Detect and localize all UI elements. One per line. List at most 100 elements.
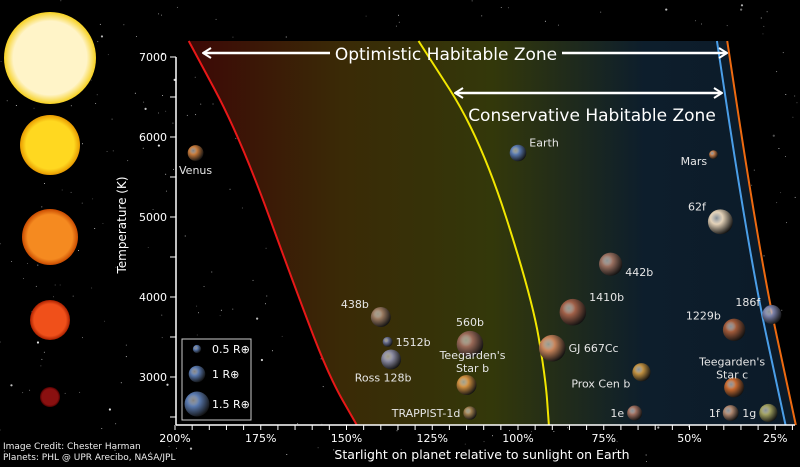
- background-star: [165, 173, 167, 175]
- background-star: [557, 24, 559, 26]
- planet-icon: [509, 144, 527, 162]
- background-star: [763, 255, 765, 257]
- planet-icon: [762, 305, 782, 325]
- y-tick-label: 7000: [139, 51, 167, 64]
- planet-icon: [722, 405, 739, 421]
- background-star: [3, 450, 5, 452]
- x-tick-label: 150%: [331, 432, 362, 445]
- planet-icon: [598, 252, 623, 276]
- background-star: [41, 206, 43, 208]
- planet-credit: Planets: PHL @ UPR Arecibo, NASA/JPL: [3, 453, 176, 463]
- background-star: [751, 184, 753, 186]
- background-star: [29, 389, 31, 391]
- background-star: [762, 33, 764, 35]
- background-star: [395, 25, 397, 27]
- background-star: [322, 386, 324, 388]
- background-star: [365, 15, 367, 17]
- background-star: [166, 383, 169, 386]
- background-star: [108, 408, 112, 411]
- star-icon: [22, 209, 78, 265]
- planet-1f: 1f: [709, 405, 739, 421]
- habitable-zone-fill: [188, 41, 796, 425]
- background-star: [507, 7, 509, 9]
- x-tick-label: 75%: [592, 432, 616, 445]
- conservative-zone-label: Conservative Habitable Zone: [468, 106, 716, 126]
- background-star: [99, 23, 101, 25]
- background-star: [22, 392, 24, 394]
- background-star: [726, 25, 728, 27]
- planet-label: 442b: [625, 266, 653, 279]
- background-star: [11, 260, 13, 262]
- planet-icon: [381, 349, 402, 370]
- background-star: [786, 222, 788, 224]
- background-star: [112, 150, 114, 152]
- background-star: [97, 41, 99, 43]
- background-star: [43, 183, 45, 185]
- background-star: [94, 227, 96, 229]
- background-star: [134, 92, 136, 94]
- planet-icon: [187, 145, 204, 161]
- optimistic-outer-boundary-line: [726, 40, 797, 426]
- background-star: [531, 431, 533, 433]
- background-star: [320, 358, 322, 360]
- planet-icon: [370, 307, 391, 327]
- zone-boundaries: [187, 40, 797, 426]
- background-star: [15, 104, 17, 106]
- y-tick-label: 4000: [139, 291, 167, 304]
- background-star: [740, 8, 743, 11]
- planet-icon: [456, 330, 484, 358]
- background-star: [794, 95, 796, 97]
- background-star: [79, 391, 81, 393]
- planet-560b: 560b: [456, 316, 484, 358]
- planet-label: Venus: [179, 164, 212, 177]
- background-star: [264, 303, 266, 305]
- background-star: [127, 160, 129, 162]
- background-star: [10, 384, 13, 387]
- background-star: [700, 23, 702, 25]
- planet-438b: 438b: [341, 298, 391, 327]
- background-star: [695, 20, 697, 22]
- conservative-inner-boundary-line: [417, 40, 550, 426]
- background-star: [772, 134, 775, 137]
- planet-442b: 442b: [598, 252, 653, 279]
- background-star: [256, 317, 259, 320]
- background-star: [794, 196, 796, 198]
- optimistic-zone-label: Optimistic Habitable Zone: [335, 45, 557, 65]
- background-star: [173, 78, 176, 81]
- background-star: [78, 250, 80, 252]
- planet-gj-667cc: GJ 667Cc: [539, 334, 619, 362]
- planet-icon: [707, 209, 733, 235]
- background-star: [90, 79, 92, 81]
- background-star: [317, 447, 319, 449]
- planet-prox-cen-b: Prox Cen b: [571, 363, 651, 390]
- planet-label: GJ 667Cc: [569, 342, 619, 355]
- background-star: [616, 448, 618, 450]
- background-star: [165, 190, 167, 192]
- background-star: [176, 6, 178, 8]
- x-tick-label: 25%: [763, 432, 787, 445]
- legend-label: 1 R⊕: [212, 368, 239, 381]
- image-credit: Image Credit: Chester Harman: [3, 442, 141, 452]
- optimistic-inner-boundary-line: [187, 40, 358, 426]
- background-star: [232, 36, 234, 38]
- background-star: [0, 61, 2, 63]
- background-star: [333, 449, 335, 451]
- background-star: [454, 456, 456, 458]
- background-star: [215, 18, 217, 20]
- background-star: [271, 350, 273, 352]
- planet-label: TRAPPIST-1d: [391, 407, 461, 420]
- background-star: [101, 428, 103, 430]
- background-star: [776, 202, 778, 204]
- background-star: [36, 341, 40, 344]
- background-star: [92, 198, 94, 200]
- background-star: [37, 264, 39, 266]
- background-star: [22, 277, 24, 279]
- background-star: [740, 4, 744, 7]
- background-star: [0, 243, 1, 245]
- background-star: [553, 431, 555, 433]
- planet-venus: Venus: [179, 145, 212, 177]
- background-star: [35, 285, 37, 287]
- planet-label: 1410b: [589, 291, 624, 304]
- planet-186f: 186f: [735, 296, 782, 325]
